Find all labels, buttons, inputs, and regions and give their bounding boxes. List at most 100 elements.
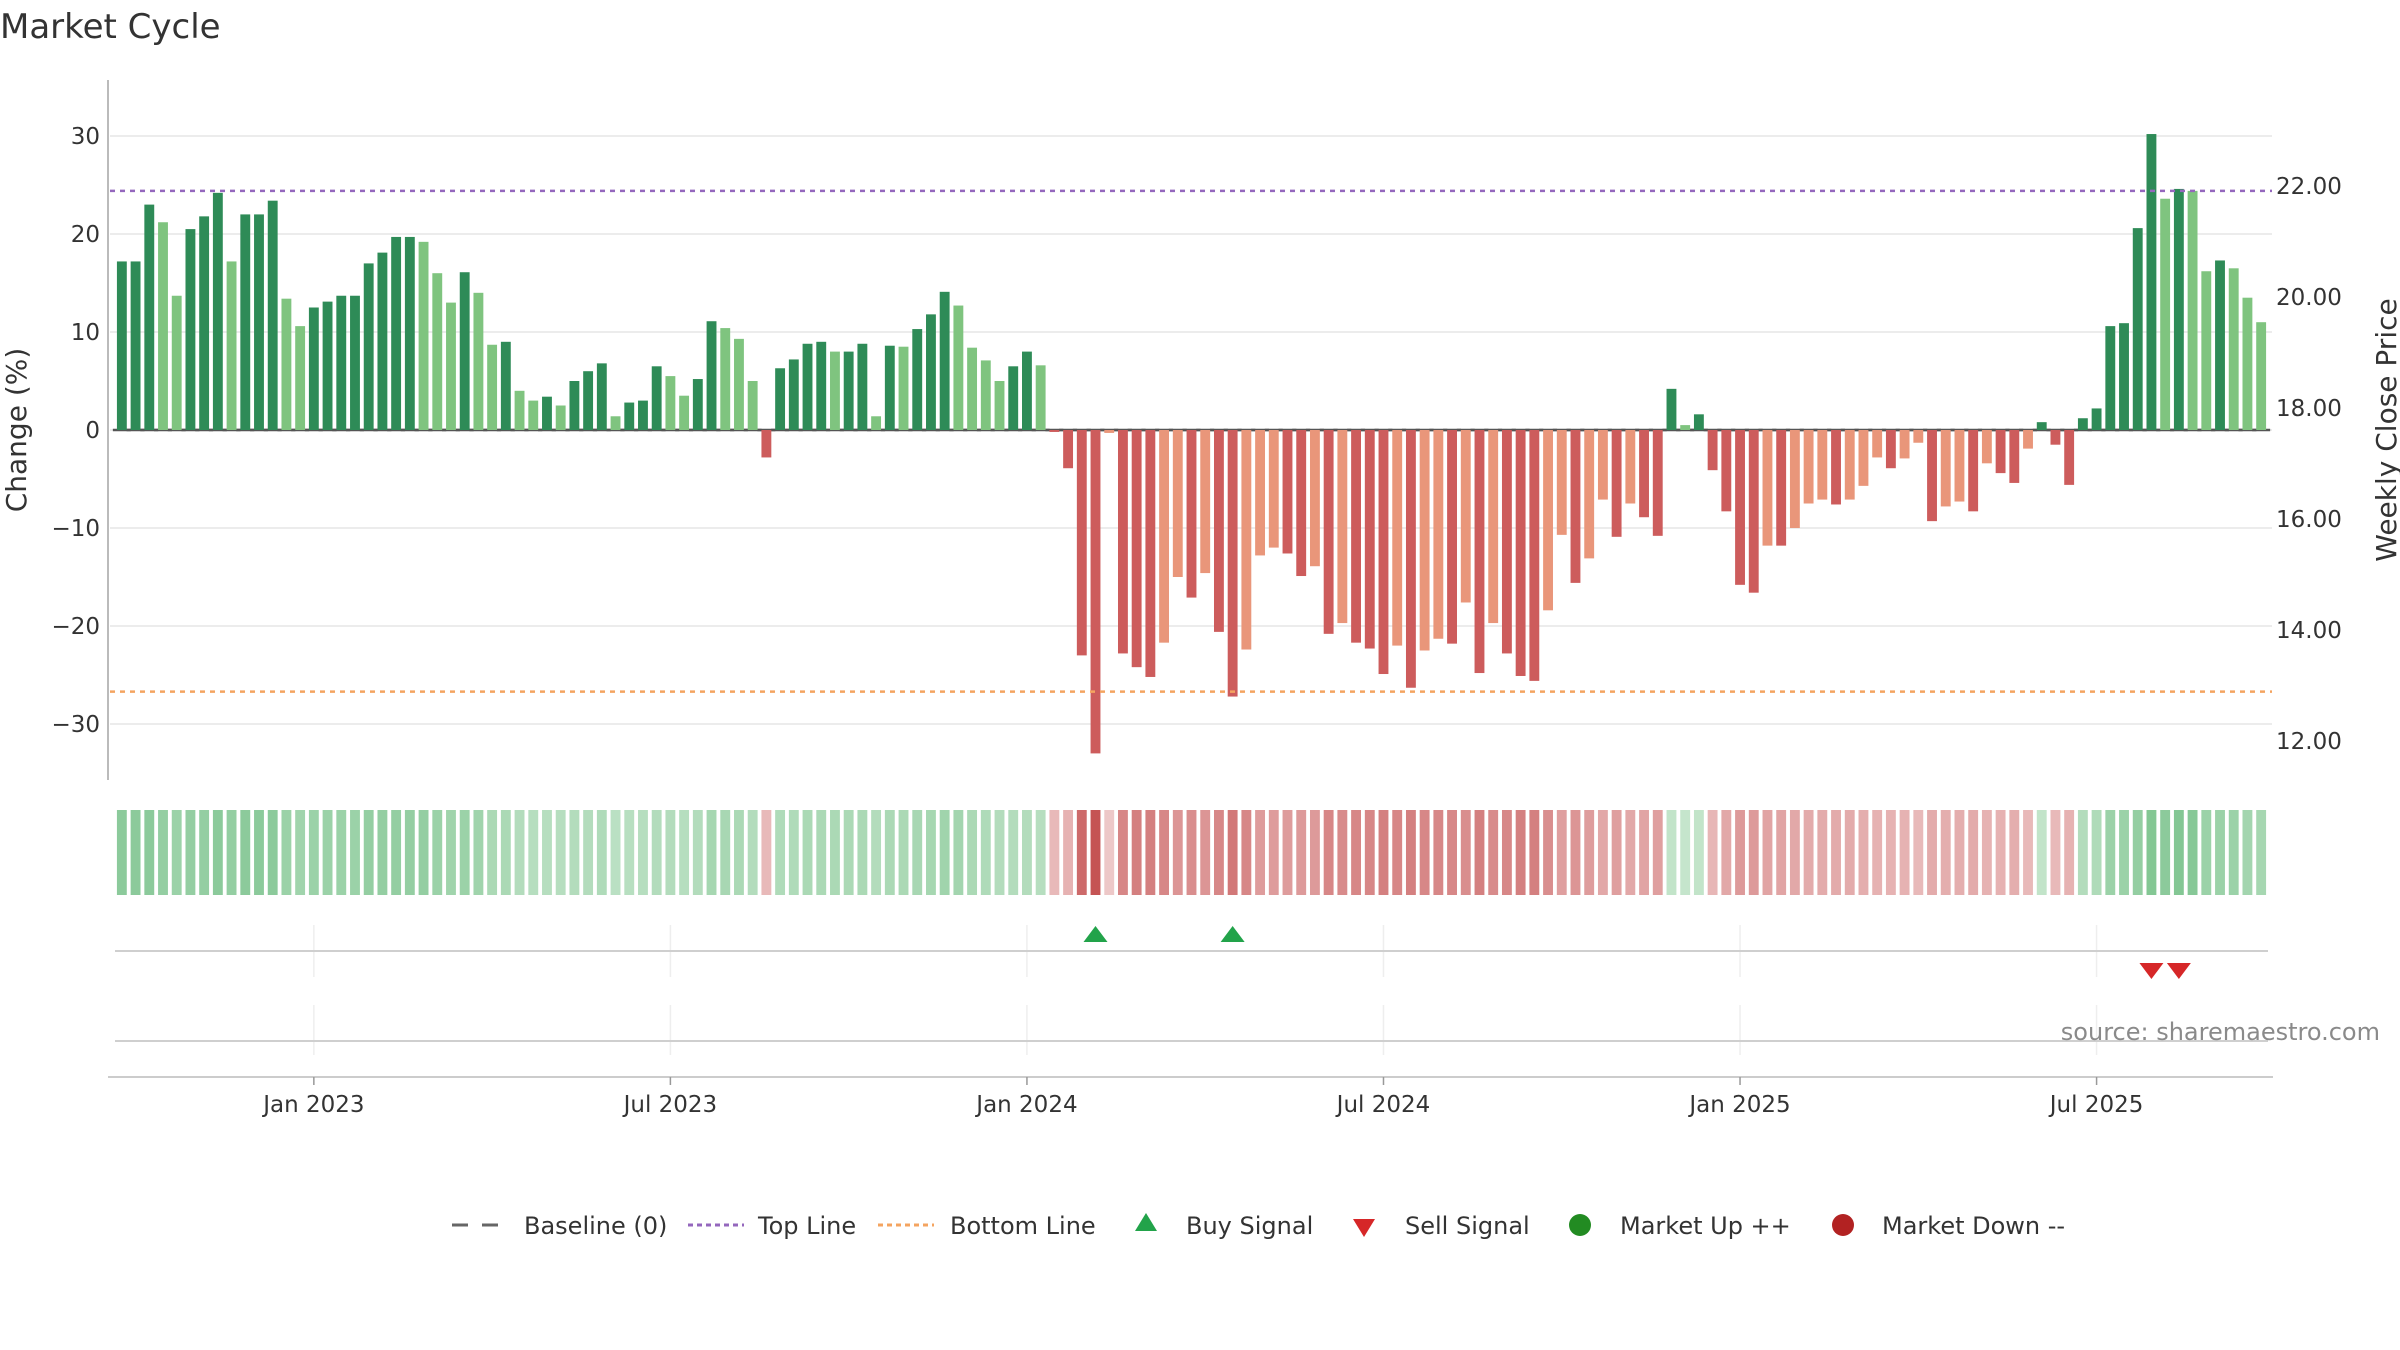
- heat-cell: [665, 810, 676, 895]
- heat-cell: [953, 810, 964, 895]
- change-bar: [1213, 430, 1224, 632]
- change-bar: [322, 301, 333, 430]
- change-bar: [871, 416, 882, 430]
- heat-cell: [706, 810, 717, 895]
- y-tick-label: 10: [71, 320, 100, 346]
- heat-cell: [2201, 810, 2212, 895]
- heat-cell: [1529, 810, 1540, 895]
- change-bar: [1282, 430, 1293, 554]
- buy-signal-marker: [1220, 926, 1245, 942]
- change-bar: [898, 346, 909, 430]
- change-bars: [116, 134, 2267, 754]
- x-tick-label: Jul 2025: [2048, 1092, 2144, 1118]
- change-bar: [1597, 430, 1608, 500]
- change-bar: [1968, 430, 1979, 512]
- heat-cell: [158, 810, 168, 895]
- heat-cell: [1789, 810, 1800, 895]
- heat-strip: [116, 810, 2267, 895]
- change-bar: [1433, 430, 1444, 639]
- change-bar: [2036, 422, 2047, 430]
- svg-text:Top Line: Top Line: [757, 1212, 856, 1240]
- change-bar: [1954, 430, 1965, 502]
- heat-cell: [1323, 810, 1334, 895]
- change-bar: [1117, 430, 1128, 654]
- change-bar: [1666, 388, 1677, 430]
- change-bar: [843, 351, 854, 430]
- change-bar: [1831, 430, 1841, 505]
- heat-cell: [1968, 810, 1979, 895]
- heat-cell: [1488, 810, 1499, 895]
- change-bar: [994, 381, 1005, 430]
- triangle-down-icon: [1353, 1219, 1375, 1237]
- change-bar: [1405, 430, 1416, 688]
- y2-axis-label: Weekly Close Price: [2370, 298, 2400, 561]
- change-bar: [1940, 430, 1951, 507]
- change-bar: [1447, 430, 1457, 644]
- change-bar: [596, 363, 607, 430]
- change-bar: [1337, 430, 1348, 624]
- triangle-up-icon: [1135, 1213, 1157, 1231]
- heat-cell: [2215, 810, 2225, 895]
- heat-cell: [199, 810, 210, 895]
- heat-cell: [1913, 810, 1924, 895]
- heat-cell: [1940, 810, 1951, 895]
- change-bar: [281, 298, 292, 430]
- heat-cell: [473, 810, 484, 895]
- change-bar: [1323, 430, 1334, 634]
- heat-cell: [802, 810, 813, 895]
- change-bar: [1858, 430, 1869, 486]
- heat-cell: [775, 810, 786, 895]
- svg-text:Bottom Line: Bottom Line: [950, 1212, 1096, 1240]
- circle-green-icon: [1569, 1214, 1591, 1236]
- heat-cell: [295, 810, 306, 895]
- heat-cell: [884, 810, 895, 895]
- heat-cell: [350, 810, 360, 895]
- heat-cell: [542, 810, 552, 895]
- heat-cell: [1405, 810, 1416, 895]
- legend: Baseline (0) Top Line Bottom Line Buy Si…: [452, 1212, 2065, 1240]
- heat-cell: [1351, 810, 1361, 895]
- change-bar: [1241, 430, 1252, 650]
- change-bar: [802, 343, 813, 430]
- change-bar: [2228, 268, 2239, 430]
- change-bar: [967, 347, 978, 430]
- change-bar: [1159, 430, 1170, 643]
- heat-cell: [624, 810, 635, 895]
- heat-cell: [1200, 810, 1211, 895]
- change-bar: [171, 295, 182, 430]
- change-bar: [514, 390, 525, 430]
- change-bar: [116, 261, 127, 430]
- y2-tick-label: 20.00: [2276, 285, 2342, 311]
- heat-cell: [2091, 810, 2102, 895]
- y2-axis-ticks: 22.00 20.00 18.00 16.00 14.00 12.00: [2276, 174, 2342, 755]
- change-bar: [1584, 430, 1595, 559]
- change-bar: [295, 326, 306, 430]
- change-bar: [2064, 430, 2075, 485]
- heat-cell: [638, 810, 648, 895]
- heat-cell: [2036, 810, 2047, 895]
- change-bar: [2201, 271, 2212, 430]
- change-bar: [1762, 430, 1773, 546]
- heat-cell: [254, 810, 264, 895]
- heat-cell: [1117, 810, 1128, 895]
- change-bar: [404, 236, 415, 430]
- change-bar: [1639, 430, 1649, 518]
- heat-cell: [185, 810, 196, 895]
- change-bar: [624, 402, 635, 430]
- heat-cell: [432, 810, 443, 895]
- heat-cell: [1666, 810, 1677, 895]
- change-bar: [226, 261, 237, 430]
- buy-signal-marker: [1083, 926, 1108, 942]
- heat-cell: [2228, 810, 2239, 895]
- heat-cell: [1008, 810, 1019, 895]
- heat-cell: [967, 810, 978, 895]
- heat-cell: [1063, 810, 1074, 895]
- heat-cell: [267, 810, 278, 895]
- heat-cell: [980, 810, 991, 895]
- heat-cell: [1680, 810, 1691, 895]
- heat-cell: [1309, 810, 1320, 895]
- change-bar: [432, 273, 443, 430]
- change-bar: [377, 252, 388, 430]
- heat-cell: [1337, 810, 1348, 895]
- heat-cell: [1227, 810, 1238, 895]
